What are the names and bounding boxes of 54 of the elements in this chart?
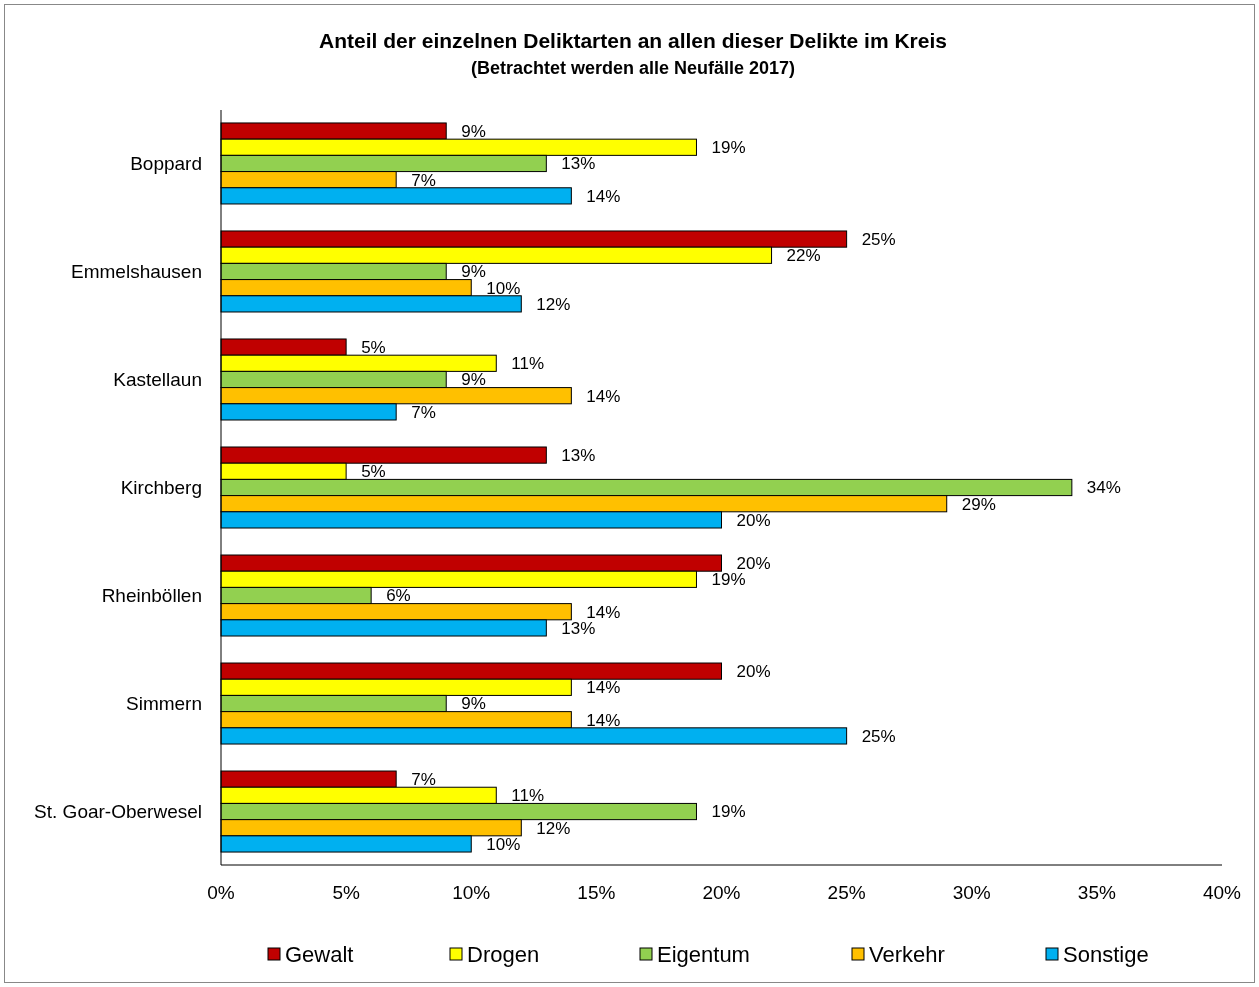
data-label: 19% <box>711 138 746 158</box>
x-tick-label: 5% <box>332 882 360 903</box>
data-label: 5% <box>361 338 386 358</box>
data-label: 14% <box>586 186 621 206</box>
data-label: 9% <box>461 370 486 390</box>
legend-label: Drogen <box>467 941 540 967</box>
data-label: 34% <box>1086 478 1121 498</box>
data-label: 22% <box>786 246 821 266</box>
chart-title: Anteil der einzelnen Deliktarten an allen dieser Delikte im Kreis <box>319 29 947 52</box>
data-label: 6% <box>386 586 411 606</box>
x-tick-label: 0% <box>207 882 235 903</box>
y-tick-label: Kirchberg <box>120 477 202 499</box>
data-label: 12% <box>536 294 571 314</box>
y-tick-label: Rheinböllen <box>101 585 202 607</box>
chart-subtitle: (Betrachtet werden alle Neufälle 2017) <box>470 58 796 78</box>
data-label: 14% <box>586 710 621 730</box>
legend-label: Gewalt <box>285 941 354 967</box>
data-label: 7% <box>411 402 436 422</box>
data-label: 20% <box>736 510 771 530</box>
y-tick-label: Emmelshausen <box>71 261 202 283</box>
data-label: 9% <box>461 122 486 142</box>
data-label: 14% <box>586 678 621 698</box>
data-label: 11% <box>511 786 545 806</box>
x-tick-label: 30% <box>952 882 991 903</box>
y-tick-label: Boppard <box>130 153 202 175</box>
y-tick-label: St. Goar-Oberwesel <box>34 801 202 823</box>
x-tick-label: 10% <box>452 882 491 903</box>
y-tick-label: Kastellaun <box>113 369 202 391</box>
data-label: 10% <box>486 834 521 854</box>
data-label: 10% <box>486 278 521 298</box>
x-tick-label: 15% <box>577 882 616 903</box>
x-tick-label: 20% <box>702 882 741 903</box>
data-label: 13% <box>561 154 596 174</box>
data-label: 25% <box>861 726 896 746</box>
data-label: 12% <box>536 818 571 838</box>
data-label: 9% <box>461 694 486 714</box>
data-label: 11% <box>511 354 545 374</box>
legend-label: Verkehr <box>869 941 945 967</box>
data-label: 29% <box>961 494 996 514</box>
x-tick-label: 35% <box>1077 882 1116 903</box>
data-label: 25% <box>861 230 896 250</box>
x-tick-label: 40% <box>1202 882 1242 903</box>
data-label: 5% <box>361 462 386 482</box>
y-tick-label: Simmern <box>125 693 202 715</box>
data-label: 7% <box>411 770 436 790</box>
x-tick-label: 25% <box>827 882 866 903</box>
data-label: 13% <box>561 446 596 466</box>
legend-label: Sonstige <box>1063 941 1149 967</box>
data-label: 9% <box>461 262 486 282</box>
data-label: 19% <box>711 802 746 822</box>
data-label: 7% <box>411 170 436 190</box>
data-label: 14% <box>586 386 621 406</box>
legend-label: Eigentum <box>657 941 750 967</box>
data-label: 20% <box>736 662 771 682</box>
